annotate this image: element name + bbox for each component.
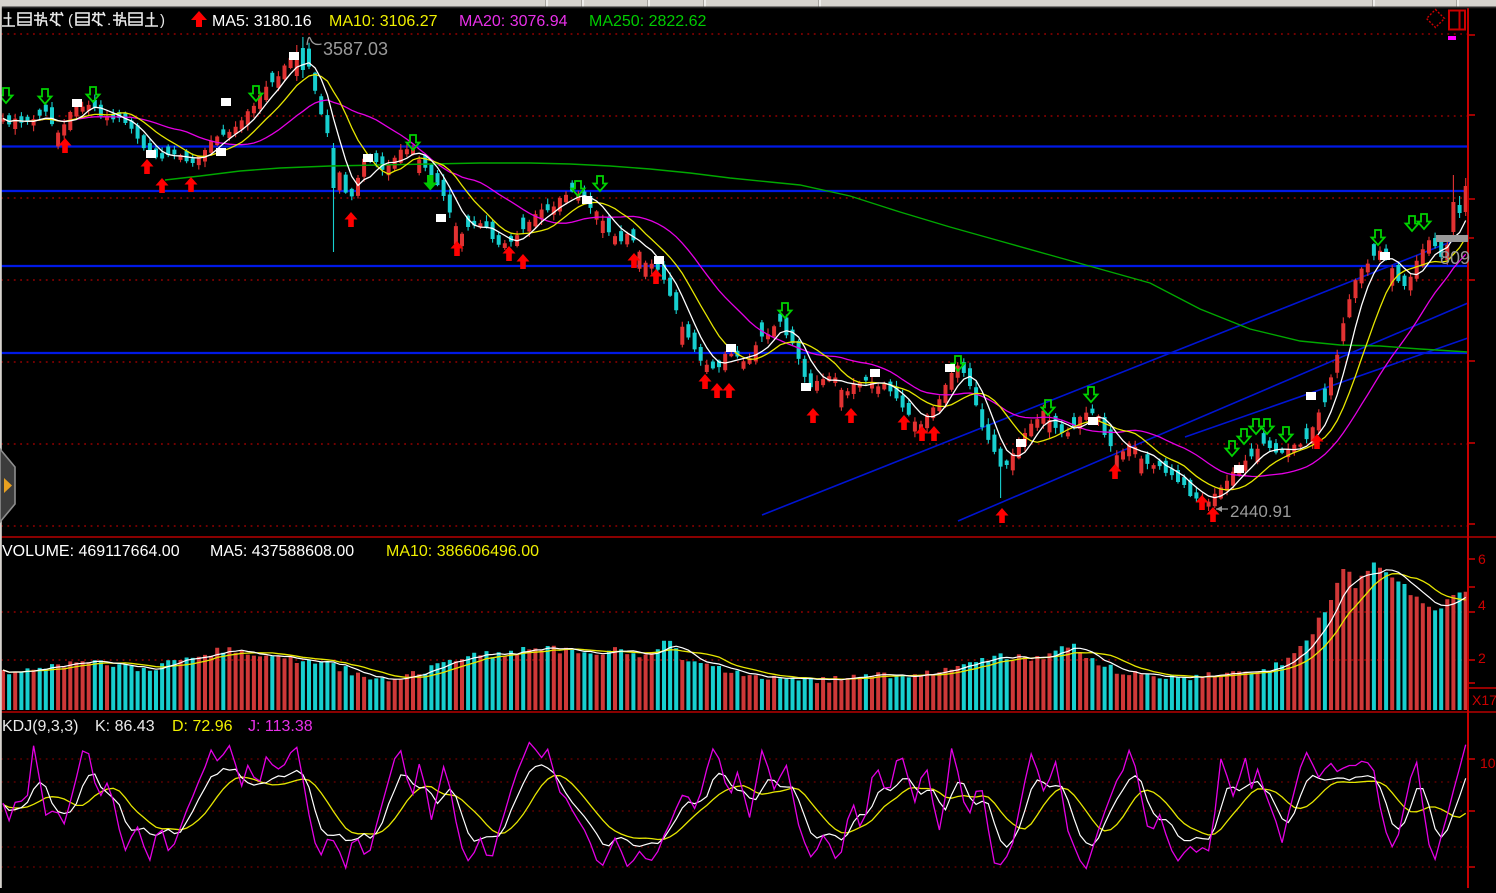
svg-text:MA5: 437588608.00: MA5: 437588608.00: [210, 543, 354, 560]
svg-text:MA20: 3076.94: MA20: 3076.94: [459, 13, 568, 30]
svg-text:J: 113.38: J: 113.38: [248, 718, 313, 735]
svg-text:MA5: 3180.16: MA5: 3180.16: [212, 13, 312, 30]
svg-text:X17: X17: [1472, 692, 1496, 708]
svg-text:(: (: [68, 12, 73, 29]
svg-text:KDJ(9,3,3): KDJ(9,3,3): [2, 718, 78, 735]
svg-text:6: 6: [1478, 551, 1486, 567]
svg-text:2440.91: 2440.91: [1230, 502, 1291, 521]
svg-text:4: 4: [1478, 597, 1486, 613]
svg-text:3587.03: 3587.03: [323, 39, 388, 59]
svg-text:MA10: 386606496.00: MA10: 386606496.00: [386, 543, 539, 560]
svg-text:D: 72.96: D: 72.96: [172, 718, 233, 735]
svg-text:2: 2: [1478, 650, 1486, 666]
svg-text:10: 10: [1480, 755, 1496, 771]
svg-text:): ): [160, 12, 165, 29]
svg-text:K: 86.43: K: 86.43: [95, 718, 155, 735]
svg-text:809: 809: [1440, 248, 1470, 268]
svg-text:.: .: [107, 12, 111, 29]
svg-text:VOLUME: 469117664.00: VOLUME: 469117664.00: [2, 543, 180, 560]
svg-text:MA250: 2822.62: MA250: 2822.62: [589, 13, 707, 30]
svg-text:MA10: 3106.27: MA10: 3106.27: [329, 13, 438, 30]
